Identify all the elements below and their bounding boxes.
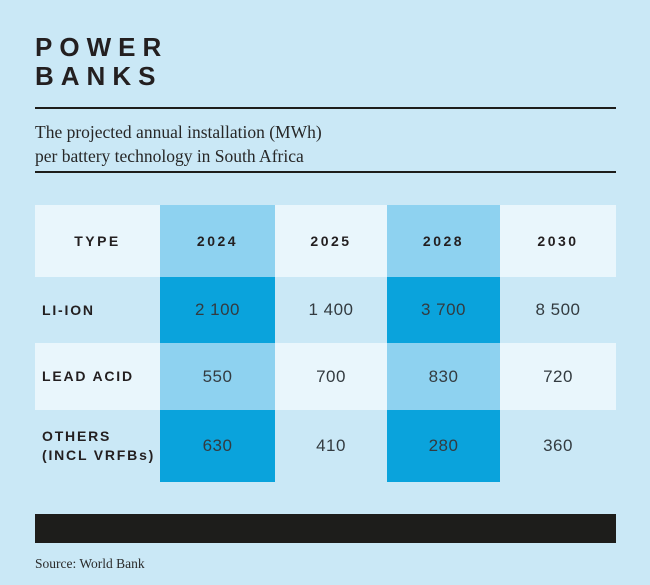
row-label-text: OTHERS [42, 428, 112, 444]
title-line-1: POWER [35, 32, 169, 62]
installations-table: TYPE 2024 2025 2028 2030 LI-ION 2 100 1 … [35, 205, 616, 482]
title-line-2: BANKS [35, 61, 163, 91]
footer-bar [35, 514, 616, 543]
content-column: POWER BANKS The projected annual install… [35, 33, 616, 571]
table-cell-li-ion-2024: 2 100 [160, 277, 275, 343]
row-label-text: LI-ION [42, 301, 95, 318]
table-cell-others-2024: 630 [160, 410, 275, 482]
column-header-2024: 2024 [160, 205, 275, 277]
subtitle-line-2: per battery technology in South Africa [35, 146, 304, 166]
column-header-type: TYPE [35, 205, 160, 277]
table-cell-lead-acid-2025: 700 [275, 343, 387, 410]
table-cell-others-2025: 410 [316, 436, 346, 455]
divider-bottom [35, 171, 616, 173]
page-title: POWER BANKS [35, 33, 616, 91]
column-header-2028: 2028 [387, 205, 500, 277]
divider-top [35, 107, 616, 109]
table-cell-lead-acid-2030: 720 [500, 343, 616, 410]
column-header-2030: 2030 [500, 205, 616, 277]
subtitle: The projected annual installation (MWh) … [35, 120, 616, 168]
subtitle-line-1: The projected annual installation (MWh) [35, 122, 322, 142]
table-cell-li-ion-2025: 1 400 [308, 300, 354, 319]
table-cell-others-2030: 360 [543, 436, 573, 455]
column-header-2025: 2025 [275, 205, 387, 277]
table-cell-others-2028: 280 [387, 410, 500, 482]
row-label-text-2: (INCL VRFBs) [42, 447, 156, 463]
table-cell-lead-acid-2028: 830 [387, 343, 500, 410]
row-label-li-ion: LI-ION [35, 277, 160, 343]
table-cell-li-ion-2028: 3 700 [387, 277, 500, 343]
row-label-text: LEAD ACID [42, 368, 134, 384]
table-cell-li-ion-2030: 8 500 [535, 300, 581, 319]
row-label-others: OTHERS (INCL VRFBs) [35, 410, 160, 482]
row-label-lead-acid: LEAD ACID [35, 343, 160, 410]
table-cell-lead-acid-2024: 550 [160, 343, 275, 410]
source-note: Source: World Bank [35, 556, 145, 571]
